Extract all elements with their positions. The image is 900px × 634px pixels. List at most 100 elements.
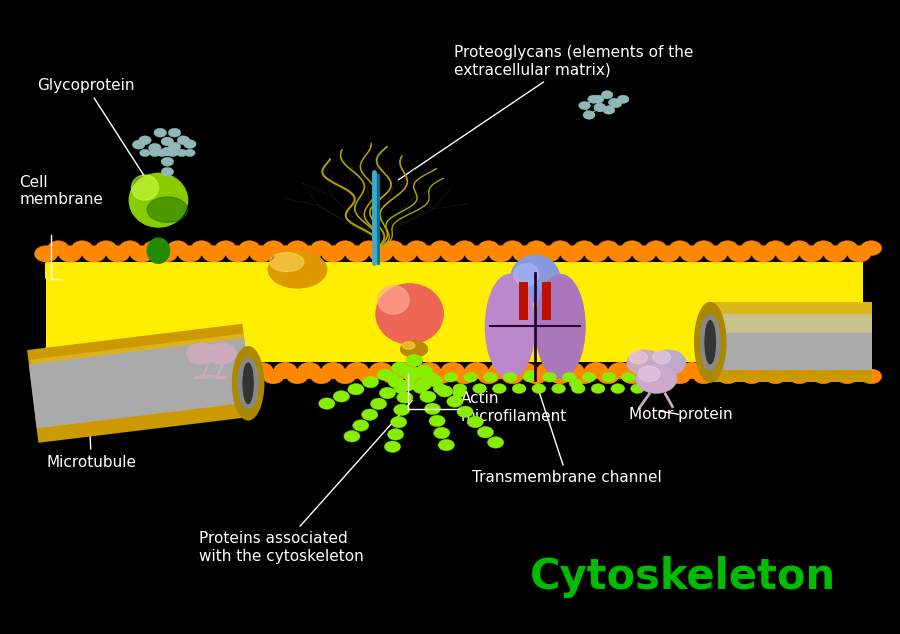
Circle shape [346, 363, 369, 379]
Circle shape [633, 363, 656, 379]
Circle shape [800, 363, 824, 379]
Circle shape [168, 128, 181, 137]
Circle shape [72, 241, 93, 256]
Circle shape [143, 369, 165, 384]
Circle shape [95, 241, 116, 256]
Circle shape [310, 241, 332, 256]
Circle shape [638, 366, 660, 382]
Ellipse shape [148, 238, 169, 263]
Circle shape [130, 245, 154, 262]
Ellipse shape [402, 342, 415, 349]
Circle shape [382, 241, 403, 256]
Circle shape [436, 385, 453, 397]
Circle shape [167, 369, 188, 384]
Circle shape [239, 241, 260, 256]
Circle shape [191, 241, 212, 256]
Circle shape [592, 95, 604, 103]
Circle shape [603, 106, 615, 114]
Circle shape [388, 377, 404, 388]
Circle shape [392, 362, 408, 373]
Circle shape [406, 355, 422, 366]
Circle shape [405, 372, 418, 382]
Circle shape [543, 372, 556, 382]
FancyBboxPatch shape [46, 262, 863, 363]
Circle shape [120, 241, 140, 256]
Circle shape [441, 363, 464, 379]
Ellipse shape [268, 251, 327, 288]
Ellipse shape [270, 252, 304, 271]
Circle shape [83, 363, 105, 379]
Circle shape [717, 369, 738, 384]
Circle shape [319, 398, 335, 410]
Text: Glycoprotein: Glycoprotein [37, 78, 146, 179]
Circle shape [453, 384, 467, 394]
Circle shape [569, 379, 582, 388]
Circle shape [403, 367, 419, 378]
Circle shape [333, 391, 349, 402]
Circle shape [168, 142, 181, 151]
Circle shape [617, 95, 629, 103]
FancyBboxPatch shape [519, 282, 528, 320]
Circle shape [848, 245, 871, 262]
Circle shape [489, 363, 512, 379]
Circle shape [400, 380, 416, 391]
Circle shape [385, 372, 399, 382]
Circle shape [83, 245, 105, 262]
Circle shape [410, 367, 427, 378]
Circle shape [860, 241, 882, 256]
Circle shape [434, 427, 450, 439]
Circle shape [130, 363, 154, 379]
Circle shape [489, 245, 512, 262]
Circle shape [394, 384, 408, 394]
Circle shape [226, 245, 249, 262]
Circle shape [215, 369, 236, 384]
FancyBboxPatch shape [710, 302, 872, 332]
Circle shape [132, 140, 145, 149]
Circle shape [453, 389, 465, 398]
Circle shape [608, 245, 632, 262]
Circle shape [670, 241, 690, 256]
Circle shape [95, 369, 116, 384]
Circle shape [58, 363, 82, 379]
Circle shape [765, 369, 786, 384]
Circle shape [140, 149, 150, 157]
Text: Cell
membrane: Cell membrane [19, 174, 104, 207]
Circle shape [430, 241, 451, 256]
Circle shape [483, 372, 497, 382]
Ellipse shape [131, 175, 158, 200]
Circle shape [391, 417, 407, 428]
Circle shape [202, 363, 225, 379]
Circle shape [573, 369, 595, 384]
Circle shape [393, 404, 410, 415]
Circle shape [478, 241, 500, 256]
Circle shape [186, 343, 217, 365]
Circle shape [406, 355, 422, 366]
Circle shape [427, 375, 443, 387]
Circle shape [523, 372, 536, 382]
Circle shape [513, 363, 536, 379]
Circle shape [717, 241, 738, 256]
Circle shape [582, 372, 596, 382]
Circle shape [274, 363, 297, 379]
Circle shape [561, 363, 584, 379]
Circle shape [250, 245, 273, 262]
Circle shape [622, 372, 635, 382]
Circle shape [287, 241, 308, 256]
Circle shape [415, 379, 431, 391]
FancyBboxPatch shape [710, 314, 872, 370]
Circle shape [594, 103, 606, 112]
Text: Proteoglycans (elements of the
extracellular matrix): Proteoglycans (elements of the extracell… [399, 45, 694, 179]
Circle shape [413, 384, 428, 394]
Circle shape [532, 384, 545, 394]
Circle shape [741, 369, 762, 384]
Circle shape [358, 241, 380, 256]
Ellipse shape [130, 173, 187, 227]
Circle shape [215, 241, 236, 256]
Circle shape [584, 363, 608, 379]
Circle shape [536, 245, 560, 262]
Circle shape [813, 241, 834, 256]
Text: Proteins associated
with the cytoskeleton: Proteins associated with the cytoskeleto… [199, 401, 412, 564]
Circle shape [143, 241, 165, 256]
Circle shape [178, 245, 202, 262]
Ellipse shape [378, 286, 410, 314]
